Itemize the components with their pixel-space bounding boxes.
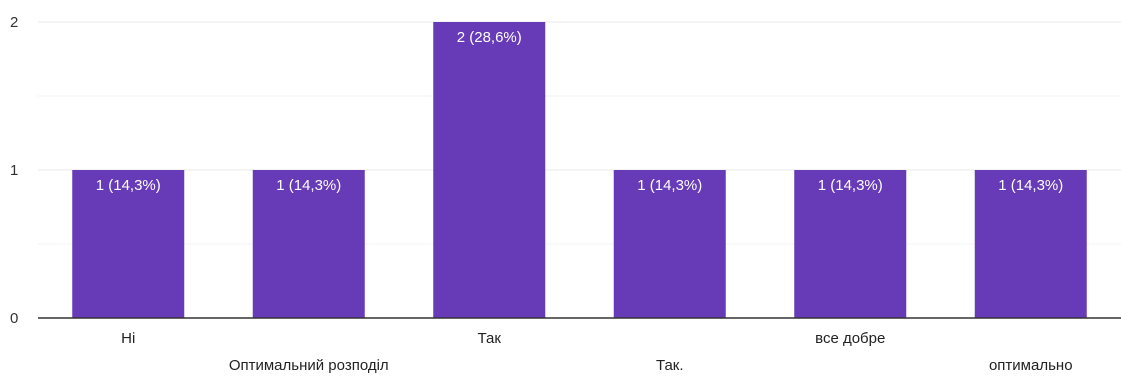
x-category-label: Так.	[656, 357, 684, 374]
bar-data-label: 1 (14,3%)	[276, 177, 341, 194]
x-category-label: Оптимальний розподіл	[229, 357, 389, 374]
bar-data-label: 1 (14,3%)	[818, 177, 883, 194]
bar	[974, 170, 1087, 318]
y-tick-label: 1	[10, 162, 18, 179]
x-category-label: Так	[478, 330, 502, 347]
axis-layer: 0 1 2	[10, 14, 1121, 327]
bar	[794, 170, 907, 318]
bar-data-label: 2 (28,6%)	[457, 29, 522, 46]
bar	[613, 170, 726, 318]
bar-data-label: 1 (14,3%)	[998, 177, 1063, 194]
bar	[72, 170, 185, 318]
label-layer: 1 (14,3%) Ні 1 (14,3%) Оптимальний розподіл…	[96, 29, 1073, 374]
bar-data-label: 1 (14,3%)	[637, 177, 702, 194]
grid-layer	[38, 21, 1121, 245]
bar	[252, 170, 365, 318]
bar	[433, 22, 546, 318]
bar-data-label: 1 (14,3%)	[96, 177, 161, 194]
x-category-label: Ні	[121, 330, 135, 347]
y-tick-label: 2	[10, 14, 18, 31]
x-category-label: оптимально	[989, 357, 1073, 374]
x-category-label: все добре	[815, 330, 885, 347]
y-tick-label: 0	[10, 310, 18, 327]
bar-layer	[72, 22, 1087, 318]
